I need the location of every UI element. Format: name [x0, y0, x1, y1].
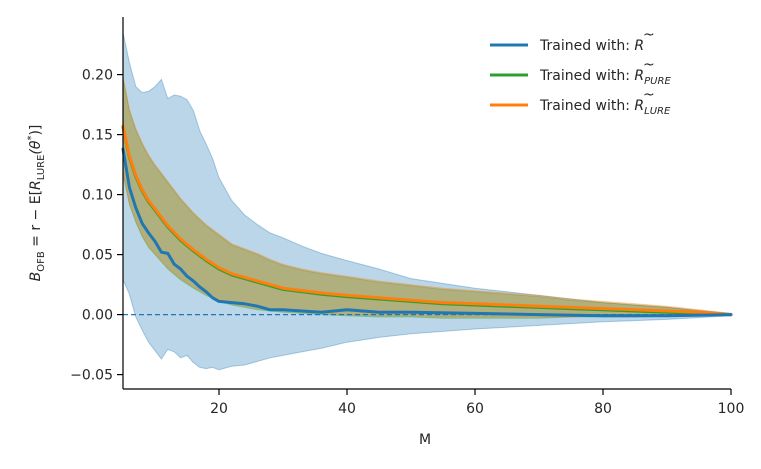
y-title-r: R — [28, 180, 44, 190]
y-axis-title: BOFB = r − E[RLURE(θ*)] — [26, 125, 47, 282]
y-tick-label: 0.00 — [82, 308, 113, 324]
y-tick-label: 0.15 — [82, 128, 113, 144]
x-tick-label: 20 — [210, 401, 228, 417]
x-axis-title: M — [419, 432, 431, 448]
x-tick-label: 100 — [718, 401, 745, 417]
y-title-star: * — [26, 136, 37, 141]
x-tick-label: 40 — [338, 401, 356, 417]
y-tick-label: 0.20 — [82, 68, 113, 84]
axes — [122, 17, 731, 390]
x-tick-label: 60 — [466, 401, 484, 417]
y-tick-label: 0.10 — [82, 188, 113, 204]
y-title-b: B — [28, 272, 44, 282]
y-ticks: −0.05 0.00 0.05 0.10 0.15 0.20 — [70, 68, 123, 384]
y-title-theta: (θ — [28, 140, 44, 154]
y-title-eq: = r − E[ — [28, 190, 44, 251]
y-tick-label: −0.05 — [70, 368, 113, 384]
y-tick-label: 0.05 — [82, 248, 113, 264]
legend-label-1: Trained with: R — [539, 38, 644, 54]
x-tick-label: 80 — [594, 401, 612, 417]
legend-tilde-1: ~ — [643, 27, 655, 43]
legend: Trained with: R~Trained with: RPURE~Trai… — [490, 27, 671, 117]
svg-text:BOFB = r − E[RLURE(θ*)]: BOFB = r − E[RLURE(θ*)] — [26, 125, 47, 282]
legend-tilde-2: ~ — [643, 57, 655, 73]
series-lines — [121, 124, 733, 318]
y-title-close: )] — [28, 125, 44, 136]
legend-label-3: Trained with: RLURE — [539, 98, 671, 117]
x-ticks: 20 40 60 80 100 — [210, 389, 744, 417]
legend-label-2: Trained with: RPURE — [539, 68, 671, 87]
line-series-1 — [121, 147, 733, 318]
line-series-3 — [121, 124, 733, 317]
y-title-r-sub: LURE — [36, 155, 47, 181]
y-title-b-sub: OFB — [36, 251, 47, 272]
legend-tilde-3: ~ — [643, 87, 655, 103]
